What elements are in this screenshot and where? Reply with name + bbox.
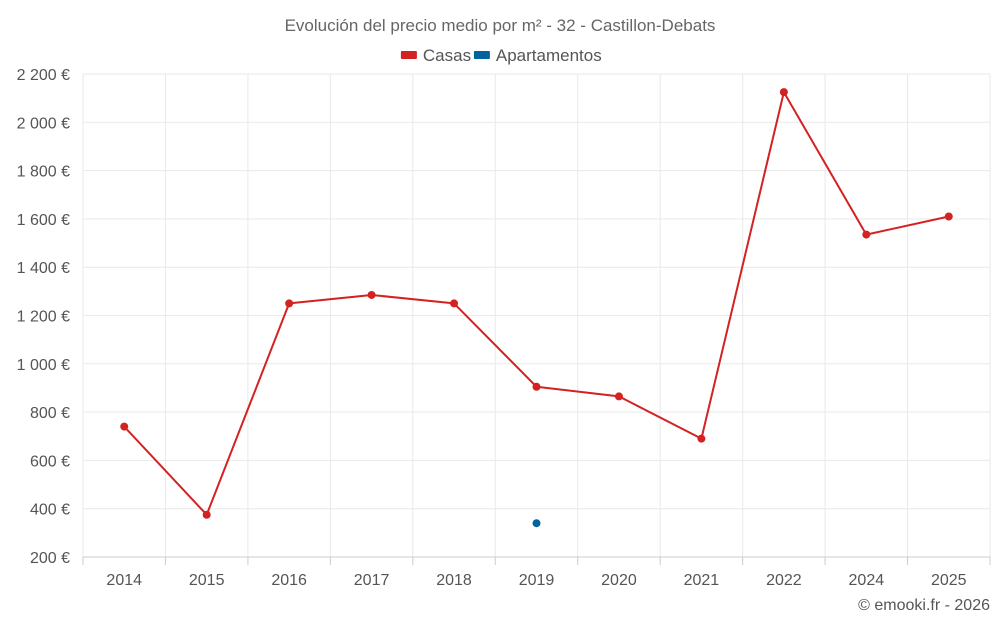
data-point-casas[interactable] (697, 434, 706, 443)
x-tick-label: 2022 (766, 572, 802, 589)
x-tick-label: 2024 (849, 572, 885, 589)
x-tick-label: 2025 (931, 572, 967, 589)
series-layer (120, 88, 953, 528)
legend-swatch (473, 51, 490, 59)
y-tick-label: 400 € (30, 502, 70, 519)
data-point-casas[interactable] (944, 212, 953, 221)
data-point-casas[interactable] (285, 299, 294, 308)
y-tick-label: 1 400 € (17, 260, 70, 277)
credit-text: © emooki.fr - 2026 (858, 597, 990, 614)
legend[interactable]: Casas Apartamentos (400, 46, 602, 65)
y-tick-label: 200 € (30, 550, 70, 567)
x-tick-label: 2017 (354, 572, 390, 589)
x-tick-label: 2020 (601, 572, 637, 589)
x-tick-label: 2019 (519, 572, 555, 589)
legend-label: Apartamentos (496, 46, 602, 65)
y-tick-label: 600 € (30, 453, 70, 470)
x-tick-label: 2018 (436, 572, 472, 589)
grid-lines (82, 73, 991, 558)
y-tick-label: 1 800 € (17, 164, 70, 181)
y-tick-label: 1 000 € (17, 357, 70, 374)
y-axis: 200 € 400 € 600 € 800 € 1 000 € 1 200 € 1 400 … (17, 67, 70, 567)
data-point-casas[interactable] (532, 382, 541, 391)
y-tick-label: 2 000 € (17, 115, 70, 132)
x-tick-label: 2021 (684, 572, 720, 589)
y-tick-label: 1 600 € (17, 212, 70, 229)
data-point-casas[interactable] (862, 230, 871, 239)
x-tick-label: 2015 (189, 572, 225, 589)
y-tick-label: 800 € (30, 405, 70, 422)
legend-item-apartamentos[interactable]: Apartamentos (473, 46, 602, 65)
legend-label: Casas (423, 46, 471, 65)
data-point-casas[interactable] (779, 88, 788, 97)
y-tick-label: 2 200 € (17, 67, 70, 84)
chart-title: Evolución del precio medio por m² - 32 -… (285, 16, 716, 35)
x-tick-label: 2016 (271, 572, 307, 589)
y-tick-label: 1 200 € (17, 309, 70, 326)
data-point-casas[interactable] (120, 422, 129, 431)
data-point-apartamentos[interactable] (532, 519, 541, 528)
legend-item-casas[interactable]: Casas (400, 46, 471, 65)
x-axis: 2014 2015 2016 2017 2018 2019 2020 2021 2022 2024… (82, 556, 991, 589)
data-point-casas[interactable] (450, 299, 459, 308)
data-point-casas[interactable] (614, 392, 623, 401)
x-tick-label: 2014 (106, 572, 142, 589)
data-point-casas[interactable] (367, 290, 376, 299)
data-point-casas[interactable] (202, 510, 211, 519)
legend-swatch (400, 51, 417, 59)
